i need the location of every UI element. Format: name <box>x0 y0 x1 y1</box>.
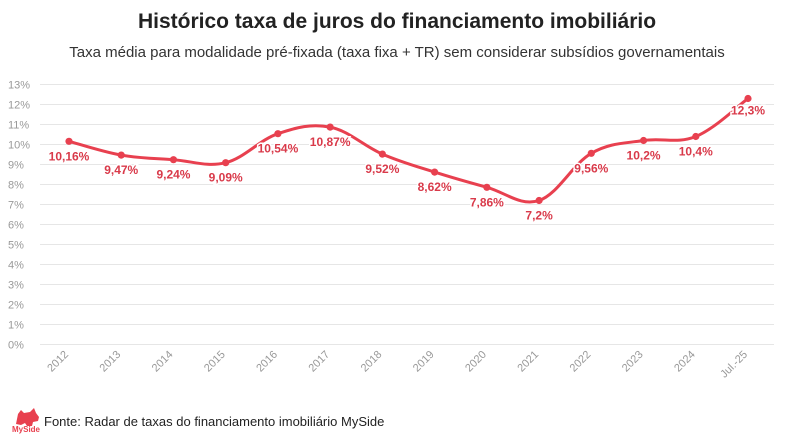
y-tick-label: 10% <box>8 140 30 152</box>
x-tick-label: 2020 <box>463 349 489 375</box>
data-point <box>326 123 334 131</box>
x-tick-label: 2014 <box>150 349 176 375</box>
data-label: 12,3% <box>731 104 765 118</box>
y-tick-label: 12% <box>8 100 30 112</box>
x-tick-label: 2015 <box>202 349 228 375</box>
logo-wordmark: MySide <box>12 425 41 434</box>
data-label: 9,52% <box>365 162 399 176</box>
data-point <box>222 159 230 167</box>
data-point <box>378 150 386 158</box>
data-label: 8,62% <box>418 180 452 194</box>
data-label: 10,16% <box>49 149 90 163</box>
x-tick-label: 2018 <box>359 349 385 375</box>
chart-subtitle: Taxa média para modalidade pré-fixada (t… <box>69 44 725 61</box>
x-tick-label: Jul.-25 <box>718 349 750 381</box>
chart-title: Histórico taxa de juros do financiamento… <box>137 10 657 33</box>
data-label: 10,2% <box>627 149 661 163</box>
x-tick-label: 2023 <box>620 349 646 375</box>
data-point <box>483 183 491 191</box>
data-label: 9,47% <box>104 163 138 177</box>
data-label: 10,87% <box>310 135 351 149</box>
x-tick-label: 2021 <box>515 349 541 375</box>
data-point <box>117 151 125 159</box>
data-point <box>639 136 648 145</box>
source-text: Fonte: Radar de taxas do financiamento i… <box>44 414 385 429</box>
y-tick-label: 2% <box>8 300 24 312</box>
y-tick-label: 7% <box>8 200 24 212</box>
y-tick-label: 8% <box>8 180 24 192</box>
data-point <box>431 168 439 176</box>
y-tick-label: 3% <box>8 280 24 292</box>
y-tick-label: 0% <box>8 340 24 352</box>
data-point <box>692 132 700 141</box>
data-label: 10,4% <box>679 145 713 159</box>
data-labels: 10,16% 9,47% 9,24% 9,09% 10,54% 10,87% 9,52% 8,… <box>47 102 767 224</box>
data-point <box>169 156 178 164</box>
y-tick-label: 5% <box>8 240 24 252</box>
x-tick-label: 2022 <box>568 349 594 375</box>
x-tick-label: 2012 <box>45 349 71 375</box>
y-tick-label: 1% <box>8 320 24 332</box>
data-point <box>744 94 752 103</box>
data-label: 9,24% <box>156 168 190 182</box>
data-label: 9,56% <box>574 161 608 175</box>
data-point <box>65 137 73 145</box>
y-tick-label: 9% <box>8 160 24 172</box>
y-tick-label: 11% <box>8 120 29 132</box>
x-tick-label: 2013 <box>98 349 124 375</box>
x-tick-label: 2024 <box>672 349 698 375</box>
grid-lines <box>40 84 774 345</box>
y-tick-label: 6% <box>8 220 24 232</box>
dog-head-icon <box>16 408 39 426</box>
data-label: 7,86% <box>470 195 504 209</box>
x-tick-label: 2017 <box>306 349 332 375</box>
data-label: 7,2% <box>525 209 553 223</box>
x-tick-label: 2019 <box>411 349 437 375</box>
y-tick-label: 13% <box>8 80 30 92</box>
x-axis-ticks: 2012 2013 2014 2015 2016 2017 2018 2019 2020 2021… <box>45 349 750 381</box>
data-label: 9,09% <box>209 171 243 185</box>
data-point <box>587 149 595 157</box>
data-point <box>274 130 282 138</box>
data-label: 10,54% <box>258 142 299 156</box>
x-tick-label: 2016 <box>254 349 280 375</box>
y-tick-label: 4% <box>8 260 24 272</box>
data-points <box>65 94 752 205</box>
data-point <box>535 196 543 205</box>
y-axis-ticks: 0% 1% 2% 3% 4% 5% 6% 7% 8% 9% 10% 11% 12% 13% <box>8 80 30 352</box>
